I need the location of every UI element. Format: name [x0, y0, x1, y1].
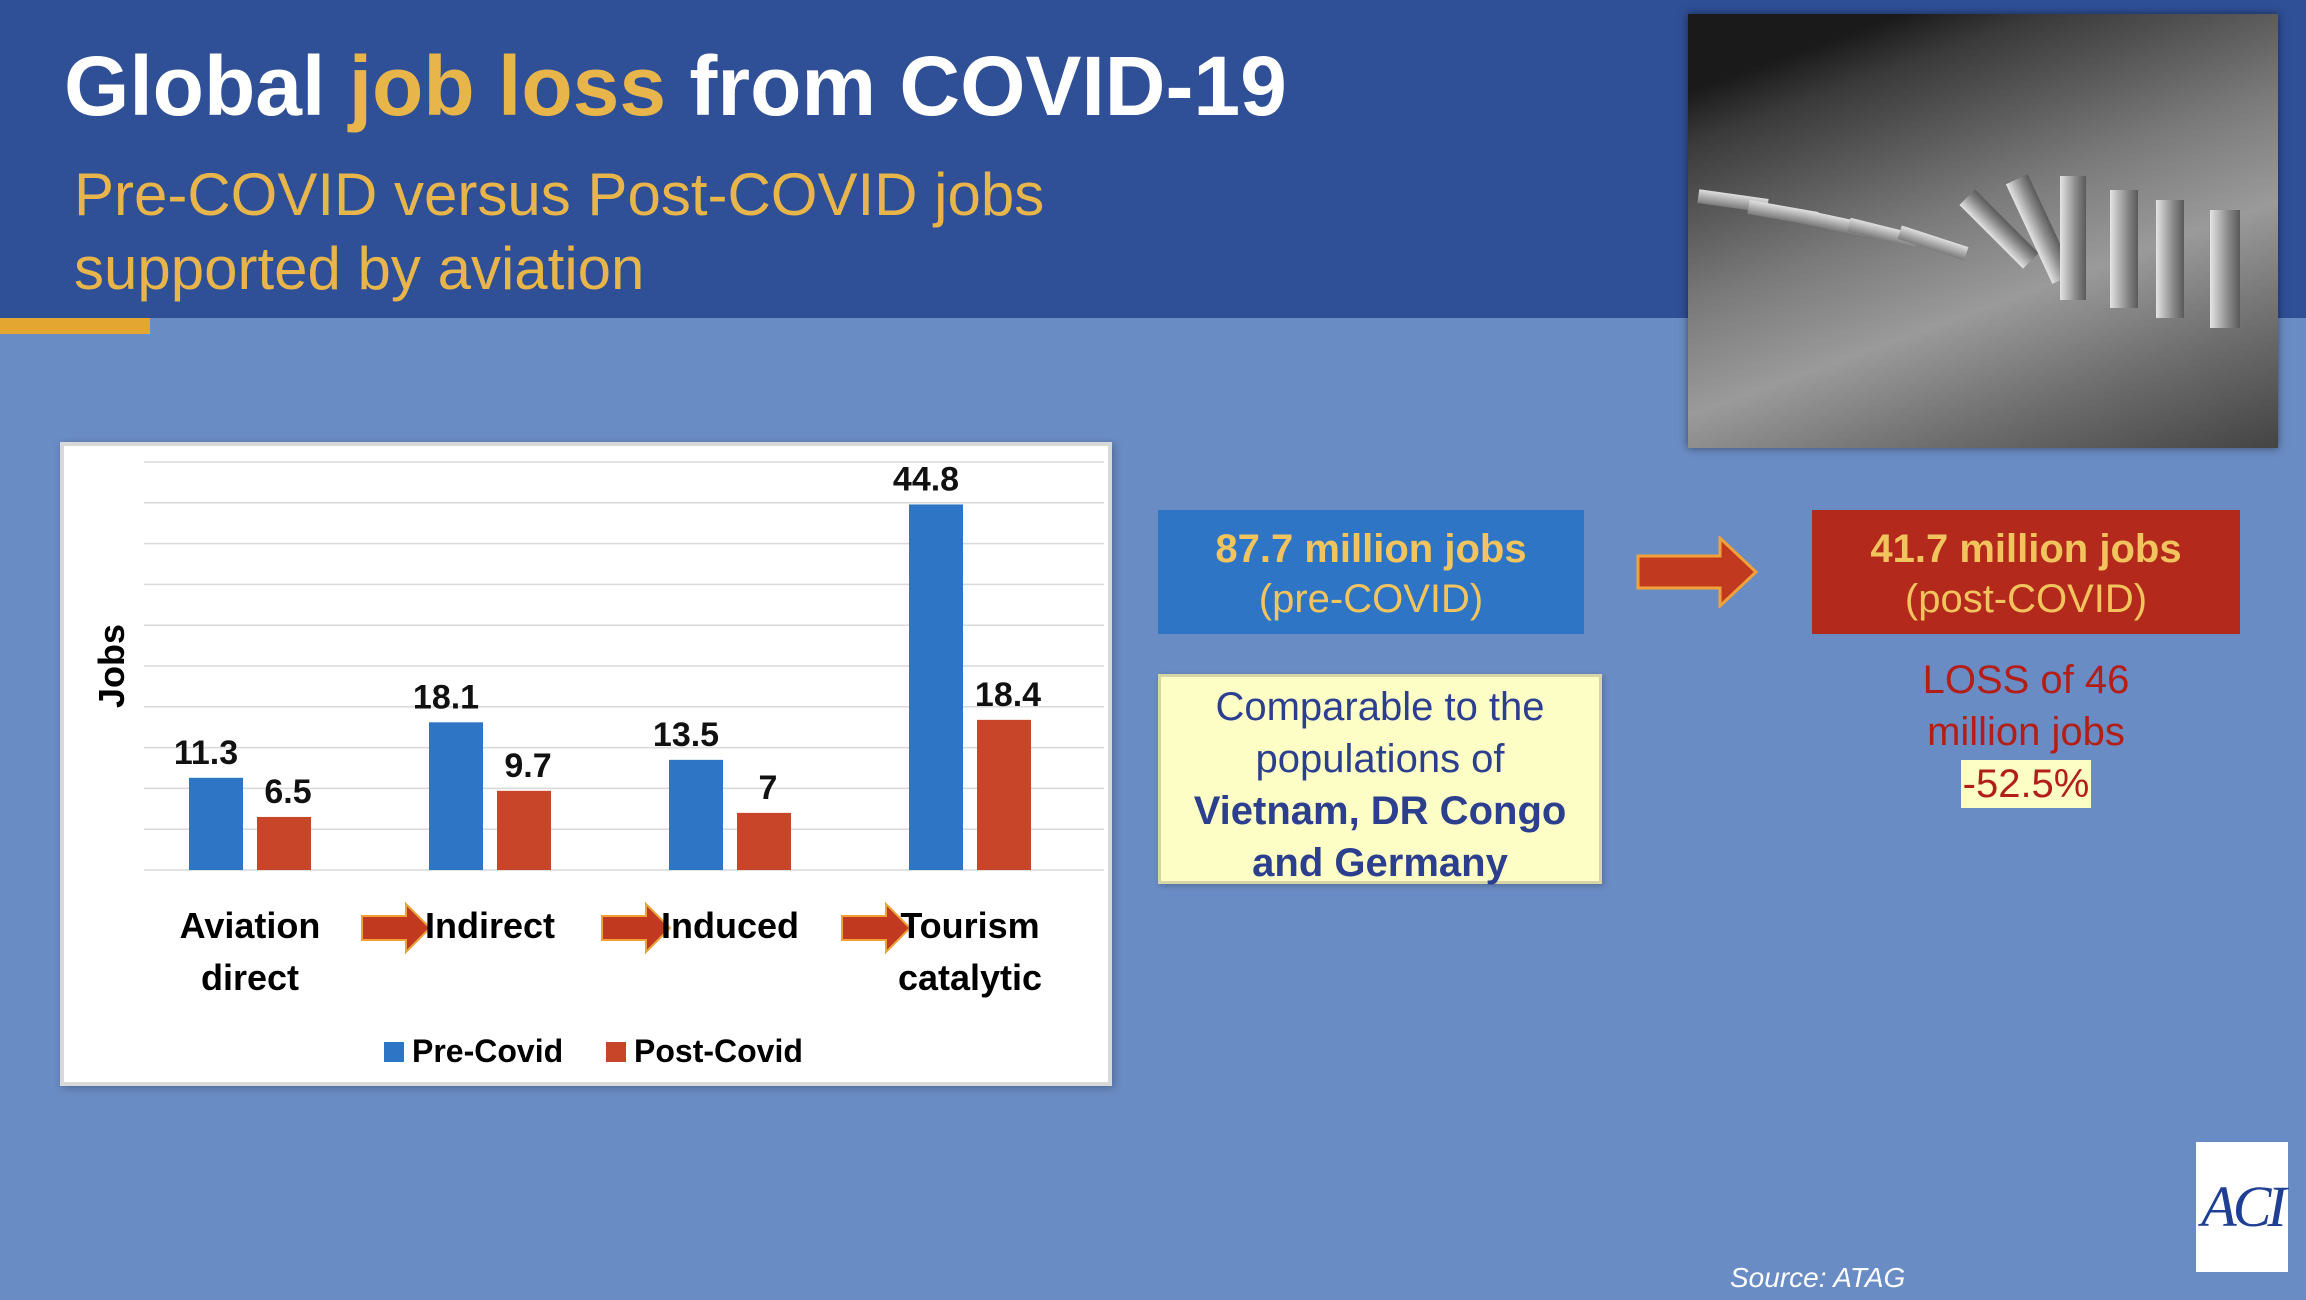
bar-pre-1: [429, 722, 483, 870]
bar-chart: Jobs 11.3 6.5 Aviation direct 18.1 9.7 Indirect…: [91, 460, 1104, 1069]
flow-arrow-icon: [1636, 536, 1759, 608]
loss-summary: LOSS of 46 million jobs -52.5%: [1812, 654, 2240, 810]
pre-covid-box: 87.7 million jobs (pre-COVID): [1158, 510, 1584, 634]
pre-covid-total: 87.7 million jobs: [1215, 527, 1527, 571]
bar-pre-3: [909, 504, 963, 870]
loss-percentage: -52.5%: [1960, 760, 2092, 808]
note-line-2: populations of: [1255, 737, 1505, 781]
bar-post-0: [257, 816, 311, 870]
x-tick-label: Tourism: [900, 905, 1039, 946]
category-arrow-icon: [361, 901, 432, 955]
slide-title: Global job loss from COVID-19: [64, 38, 1287, 135]
population-comparison-note: Comparable to the populations of Vietnam…: [1158, 674, 1602, 885]
domino-standing-3: [2156, 200, 2184, 318]
note-line-1: Comparable to the: [1215, 685, 1545, 729]
x-tick-label: catalytic: [898, 957, 1042, 998]
data-label: 6.5: [264, 773, 311, 811]
note-line-4: and Germany: [1252, 841, 1508, 885]
pre-covid-label: (pre-COVID): [1258, 577, 1484, 621]
domino-standing-1: [2060, 176, 2086, 300]
bar-post-2: [737, 812, 791, 870]
post-covid-label: (post-COVID): [1904, 577, 2148, 621]
x-tick-label: direct: [201, 957, 299, 998]
data-label: 44.8: [893, 460, 959, 498]
aci-logo: ACI: [2196, 1142, 2288, 1272]
data-label: 18.1: [413, 678, 479, 716]
bar-pre-0: [189, 777, 243, 870]
post-covid-box: 41.7 million jobs (post-COVID): [1812, 510, 2240, 634]
x-tick-label: Induced: [661, 905, 799, 946]
x-tick-label: Indirect: [425, 905, 555, 946]
loss-line-1: LOSS of 46: [1922, 658, 2130, 702]
bar-chart-card: Jobs 11.3 6.5 Aviation direct 18.1 9.7 Indirect…: [60, 442, 1112, 1086]
note-line-3: Vietnam, DR Congo: [1193, 789, 1567, 833]
loss-line-2: million jobs: [1927, 710, 2125, 754]
title-part1: Global: [64, 39, 349, 133]
title-highlight: job loss: [348, 39, 667, 133]
data-label: 18.4: [975, 676, 1041, 714]
y-axis-label: Jobs: [91, 624, 132, 708]
data-label: 7: [759, 769, 778, 807]
slide-subtitle: Pre-COVID versus Post-COVID jobs support…: [74, 158, 1374, 306]
data-label: 11.3: [174, 734, 238, 772]
bar-post-3: [977, 719, 1031, 870]
legend-swatch: [384, 1042, 404, 1062]
bar-pre-2: [669, 759, 723, 870]
data-label: 13.5: [653, 716, 719, 754]
bar-post-1: [497, 790, 551, 870]
x-tick-label: Aviation: [180, 905, 321, 946]
gold-accent-bar: [0, 318, 150, 334]
legend-label: Post-Covid: [634, 1033, 803, 1069]
category-arrow-icon: [841, 901, 912, 955]
data-label: 9.7: [504, 747, 551, 785]
domino-photo: [1688, 14, 2278, 448]
category-arrow-icon: [601, 901, 672, 955]
subtitle-line-2: supported by aviation: [74, 235, 645, 302]
domino-standing-4: [2210, 210, 2240, 328]
title-part2: from COVID-19: [666, 39, 1287, 133]
subtitle-line-1: Pre-COVID versus Post-COVID jobs: [74, 161, 1045, 228]
legend-swatch: [606, 1042, 626, 1062]
post-covid-total: 41.7 million jobs: [1870, 527, 2182, 571]
legend-label: Pre-Covid: [412, 1033, 563, 1069]
source-note: Source: ATAG: [1730, 1262, 1906, 1293]
domino-standing-2: [2110, 190, 2138, 308]
